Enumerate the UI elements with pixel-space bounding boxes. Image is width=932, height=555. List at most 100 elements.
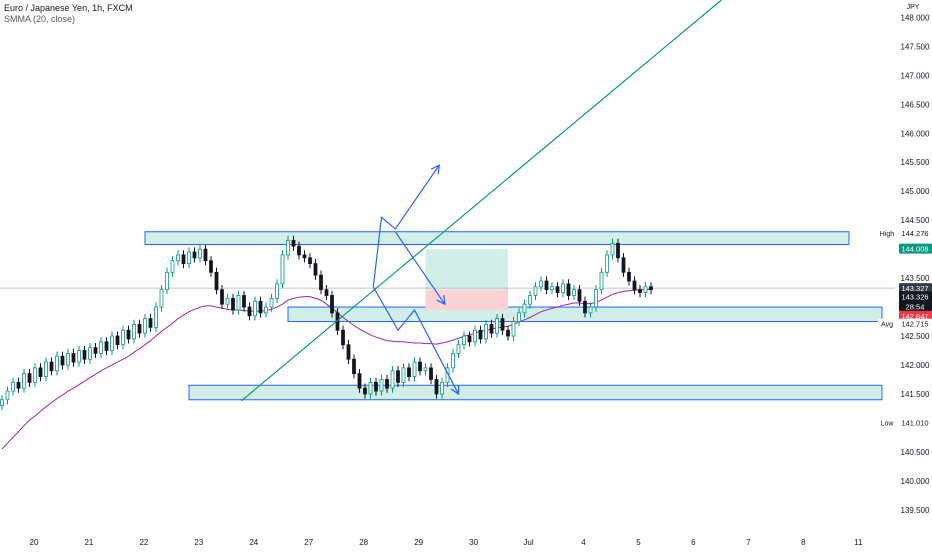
candle-body [319, 274, 323, 291]
candle-body [253, 300, 257, 317]
x-tick-label: 27 [304, 538, 313, 547]
candle-body [170, 260, 175, 273]
candle-body [104, 341, 109, 351]
candle-body [643, 286, 648, 293]
candle-body [242, 295, 246, 308]
candle-body [148, 318, 153, 328]
y-tick-label: 140.000 [901, 477, 930, 486]
price-label-last [899, 291, 932, 312]
candle-body [16, 381, 21, 389]
candle-body [621, 257, 626, 273]
projection-mid-arrow-arrowhead [436, 295, 446, 306]
candle-body [159, 289, 164, 308]
y-tick-label: 144.500 [901, 216, 930, 225]
candle-body [632, 280, 637, 291]
price-tag-avg: Avg [881, 322, 893, 329]
candle-body [462, 335, 466, 346]
projection-down-arrow-arrowhead [450, 384, 460, 396]
candle-body [308, 257, 312, 265]
candle-body [126, 329, 131, 340]
price-label-target [899, 243, 932, 254]
candle-body [209, 260, 213, 273]
candle-body [473, 329, 477, 343]
candle-body [214, 271, 219, 291]
candle-body [154, 306, 158, 328]
chart-legend: Euro / Japanese Yen, 1h, FXCM SMMA (20, … [4, 3, 133, 25]
candle-body [88, 347, 92, 360]
candle-body [418, 361, 422, 372]
candle-body [121, 329, 125, 346]
candle-body [544, 280, 549, 291]
candle-body [583, 300, 587, 314]
candle-body [286, 240, 290, 256]
candle-body [594, 289, 598, 308]
candle-body [302, 254, 307, 259]
candle-body [71, 353, 76, 363]
x-tick-label: 28 [359, 538, 368, 547]
price-label-avg [899, 318, 932, 329]
indicator-label: SMMA (20, close) [4, 14, 76, 24]
candle-body [236, 295, 241, 311]
candle-body [484, 324, 488, 340]
candle-body [528, 295, 532, 305]
price-tag-low: Low [881, 420, 895, 427]
projection-mid-arrow [394, 231, 446, 305]
price-label-crosshair [899, 283, 932, 294]
zone-rect-2 [188, 384, 883, 401]
candle-body [198, 248, 202, 259]
candle-body [555, 286, 560, 293]
smma-line [1, 288, 652, 450]
candle-body [599, 271, 604, 291]
candle-body [0, 399, 4, 406]
symbol-title: Euro / Japanese Yen, 1h, FXCM [4, 3, 133, 13]
candle-body [297, 245, 301, 256]
candle-body [66, 353, 70, 366]
trendline [240, 0, 722, 402]
candle-body [374, 381, 378, 392]
price-label-high-value: 144.276 [901, 229, 928, 238]
candle-body [478, 329, 483, 340]
price-tag-high-bg [878, 228, 897, 239]
candle-body [368, 381, 373, 395]
candle-body [517, 312, 521, 322]
x-tick-label: 5 [636, 538, 641, 547]
price-label-low [899, 417, 932, 428]
candle-body [258, 300, 263, 314]
candle-body [533, 286, 538, 296]
candle-body [352, 358, 356, 375]
y-tick-label: 140.500 [901, 448, 930, 457]
candle-body [5, 390, 10, 401]
candle-body [99, 341, 103, 354]
candle-body [137, 324, 142, 334]
y-tick-label: 143.500 [901, 274, 930, 283]
price-label-last-countdown: 28:54 [906, 302, 925, 311]
price-tag-low-bg [878, 417, 897, 428]
candle-body [588, 306, 593, 314]
candle-body [561, 283, 565, 293]
candle-body [82, 350, 87, 360]
y-tick-label: 145.000 [901, 187, 930, 196]
price-label-avg-value: 142.715 [901, 320, 928, 329]
y-tick-label: 147.000 [901, 71, 930, 80]
candle-body [220, 289, 224, 305]
y-tick-label: 145.500 [901, 158, 930, 167]
candle-body [44, 361, 48, 377]
candle-body [363, 387, 367, 395]
price-axis [895, 0, 932, 550]
candle-body [572, 289, 576, 296]
candle-body [616, 242, 620, 259]
y-tick-label: 147.500 [901, 42, 930, 51]
price-label-stop-value: 142.847 [901, 312, 928, 321]
x-tick-label: 6 [691, 538, 696, 547]
candle-body [396, 370, 400, 383]
candle-body [489, 324, 494, 334]
candle-body [550, 286, 554, 291]
price-tag-high: High [880, 231, 895, 238]
price-tag-avg-bg [878, 318, 897, 329]
y-tick-label: 139.500 [901, 506, 930, 515]
candle-body [203, 248, 208, 262]
candle-body [269, 297, 274, 308]
time-axis [0, 533, 932, 550]
